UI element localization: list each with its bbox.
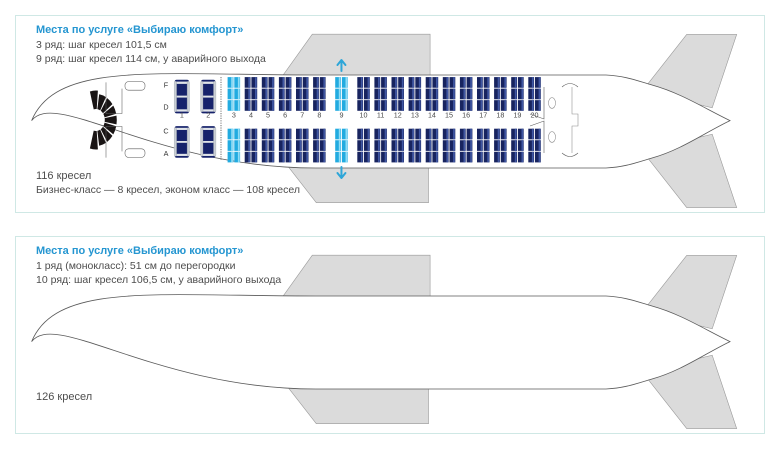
svg-text:20: 20 [531,111,539,120]
svg-text:4: 4 [249,111,253,120]
svg-text:9: 9 [339,111,343,120]
svg-text:7: 7 [300,111,304,120]
svg-text:8: 8 [317,111,321,120]
svg-text:F: F [164,80,169,89]
svg-text:1: 1 [180,111,184,120]
svg-text:3: 3 [232,111,236,120]
svg-text:6: 6 [283,111,287,120]
svg-text:15: 15 [445,111,453,120]
svg-text:5: 5 [266,111,270,120]
svg-text:12: 12 [394,111,402,120]
svg-text:14: 14 [428,111,436,120]
svg-text:17: 17 [479,111,487,120]
svg-text:19: 19 [513,111,521,120]
svg-text:10: 10 [360,111,368,120]
svg-text:D: D [163,103,168,112]
svg-text:C: C [163,127,168,136]
svg-text:16: 16 [462,111,470,120]
svg-text:A: A [164,149,169,158]
svg-text:11: 11 [377,111,384,120]
svg-text:13: 13 [411,111,419,120]
svg-text:2: 2 [206,111,210,120]
svg-text:18: 18 [496,111,504,120]
